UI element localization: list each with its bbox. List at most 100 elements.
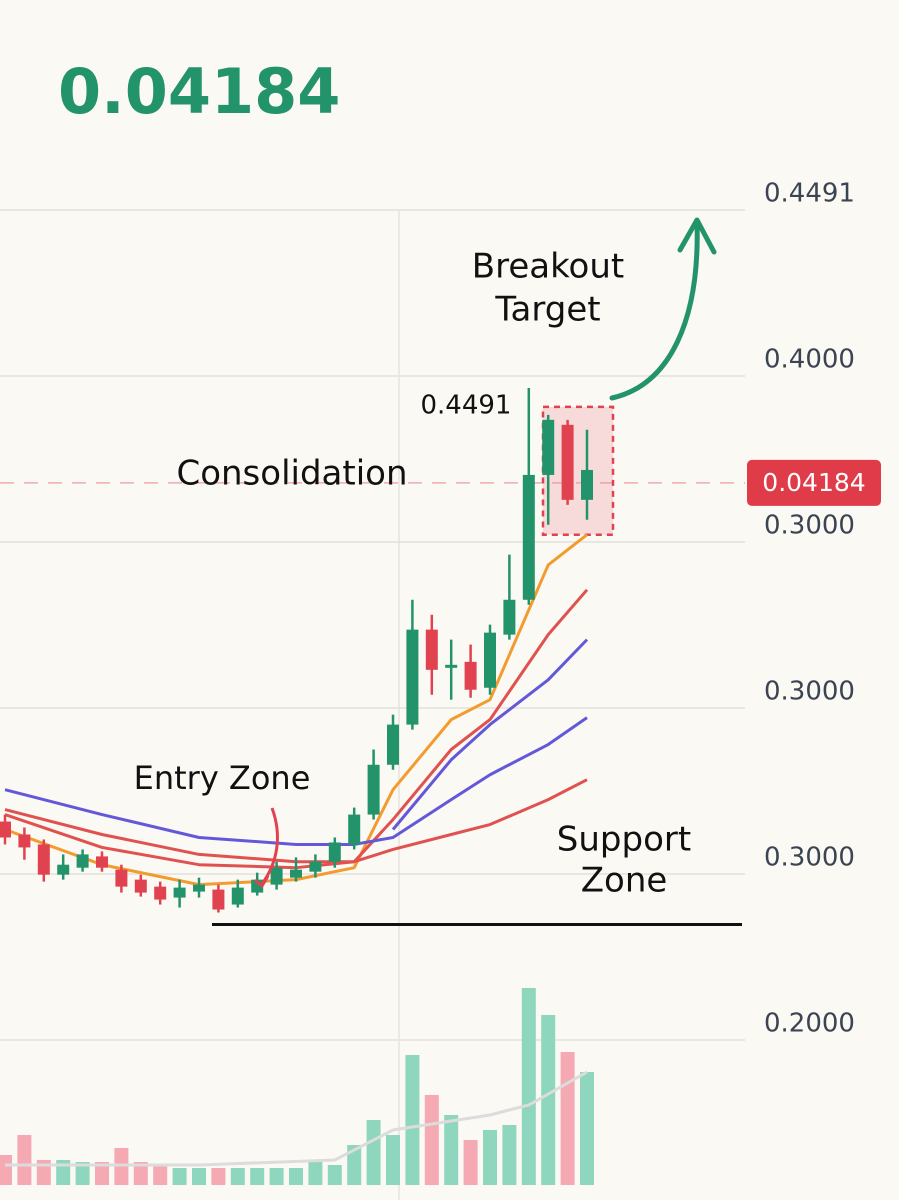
- support-label: Support: [557, 820, 691, 860]
- candle-body: [193, 884, 205, 892]
- candle-body: [18, 834, 31, 848]
- volume-bar: [250, 1168, 265, 1185]
- volume-bar: [133, 1162, 148, 1185]
- volume-bar: [230, 1168, 245, 1185]
- candle: [348, 807, 361, 850]
- candle-body: [484, 632, 496, 688]
- y-tick-label: 0.4491: [764, 179, 855, 209]
- header-price: 0.04184: [58, 55, 340, 128]
- candle-body: [581, 469, 593, 500]
- volume-bar: [560, 1052, 575, 1185]
- y-tick-label: 0.3000: [764, 843, 855, 873]
- candle: [309, 854, 322, 878]
- candle-body: [309, 861, 322, 872]
- moving-average: [391, 638, 589, 831]
- candle: [231, 879, 244, 908]
- candle-body: [406, 629, 419, 725]
- consolidation-box: [541, 405, 615, 536]
- candle-body: [464, 661, 477, 690]
- volume-bar: [269, 1168, 284, 1185]
- candle: [270, 861, 283, 890]
- volume-bar: [444, 1115, 459, 1185]
- volume-bar: [172, 1168, 187, 1185]
- candle-body: [231, 887, 244, 905]
- support-label: Zone: [581, 861, 668, 901]
- candle-body: [387, 724, 399, 765]
- moving-average: [4, 588, 589, 870]
- volume-bar: [483, 1130, 497, 1185]
- candle: [290, 857, 302, 882]
- candle: [173, 879, 186, 908]
- candle: [522, 387, 535, 605]
- candle: [406, 599, 419, 730]
- y-tick-label: 0.4000: [764, 345, 855, 375]
- y-tick-label: 0.3000: [764, 677, 855, 707]
- high-label: 0.4491: [421, 391, 512, 421]
- candle: [76, 849, 89, 872]
- candle-body: [542, 419, 555, 475]
- candle-body: [425, 629, 438, 670]
- breakout-arrow-head: [677, 217, 717, 255]
- breakout-arrow: [609, 219, 700, 401]
- volume-bar: [75, 1162, 90, 1185]
- volume-bar: [0, 1155, 12, 1185]
- candle: [387, 714, 399, 770]
- candle-body: [270, 867, 283, 885]
- candle-body: [348, 814, 361, 845]
- candle: [212, 884, 225, 913]
- candle: [193, 877, 205, 898]
- moving-average: [4, 778, 588, 864]
- candle-body: [154, 886, 167, 900]
- candle: [57, 854, 70, 880]
- candle: [115, 864, 128, 893]
- breakout-label: Breakout: [472, 247, 624, 287]
- volume-bar: [192, 1168, 206, 1185]
- breakout-label: Target: [494, 290, 600, 330]
- candle: [542, 414, 555, 525]
- volume-bar: [289, 1168, 303, 1185]
- price-badge: [747, 459, 881, 506]
- candle: [425, 614, 438, 695]
- volume-bar: [541, 1015, 556, 1185]
- candle: [367, 749, 380, 820]
- candle: [0, 814, 11, 845]
- candle-body: [445, 664, 458, 668]
- volume-bar: [502, 1125, 517, 1185]
- candle: [18, 827, 31, 860]
- volume-bar: [463, 1140, 478, 1185]
- candle: [464, 644, 477, 698]
- candle-body: [367, 764, 380, 815]
- volume-bar: [308, 1162, 323, 1185]
- moving-average: [4, 716, 588, 846]
- candle-body: [76, 854, 89, 868]
- candle: [328, 837, 341, 868]
- entry-label: Entry Zone: [134, 759, 311, 797]
- candle-body: [96, 856, 108, 868]
- candle-body: [115, 869, 128, 887]
- candle: [445, 639, 458, 700]
- candle: [37, 839, 50, 882]
- moving-average: [4, 533, 588, 887]
- candle-body: [503, 599, 516, 635]
- candle-body: [328, 842, 341, 862]
- candle: [134, 874, 147, 897]
- candle-body: [212, 889, 225, 910]
- candle: [154, 881, 167, 905]
- volume-bar: [366, 1120, 381, 1185]
- y-tick-label: 0.3000: [764, 511, 855, 541]
- volume-bar: [347, 1145, 362, 1185]
- volume-bar: [153, 1165, 168, 1185]
- candle: [484, 624, 496, 695]
- candle-body: [561, 424, 574, 500]
- candle-body: [522, 474, 535, 600]
- candle-body: [290, 869, 302, 878]
- volume-bar: [95, 1162, 109, 1185]
- volume-ma: [5, 1070, 588, 1167]
- volume-bar: [580, 1072, 594, 1185]
- volume-bar: [211, 1168, 226, 1185]
- candle-body: [0, 821, 11, 838]
- candle: [561, 419, 574, 505]
- volume-bar: [17, 1135, 32, 1185]
